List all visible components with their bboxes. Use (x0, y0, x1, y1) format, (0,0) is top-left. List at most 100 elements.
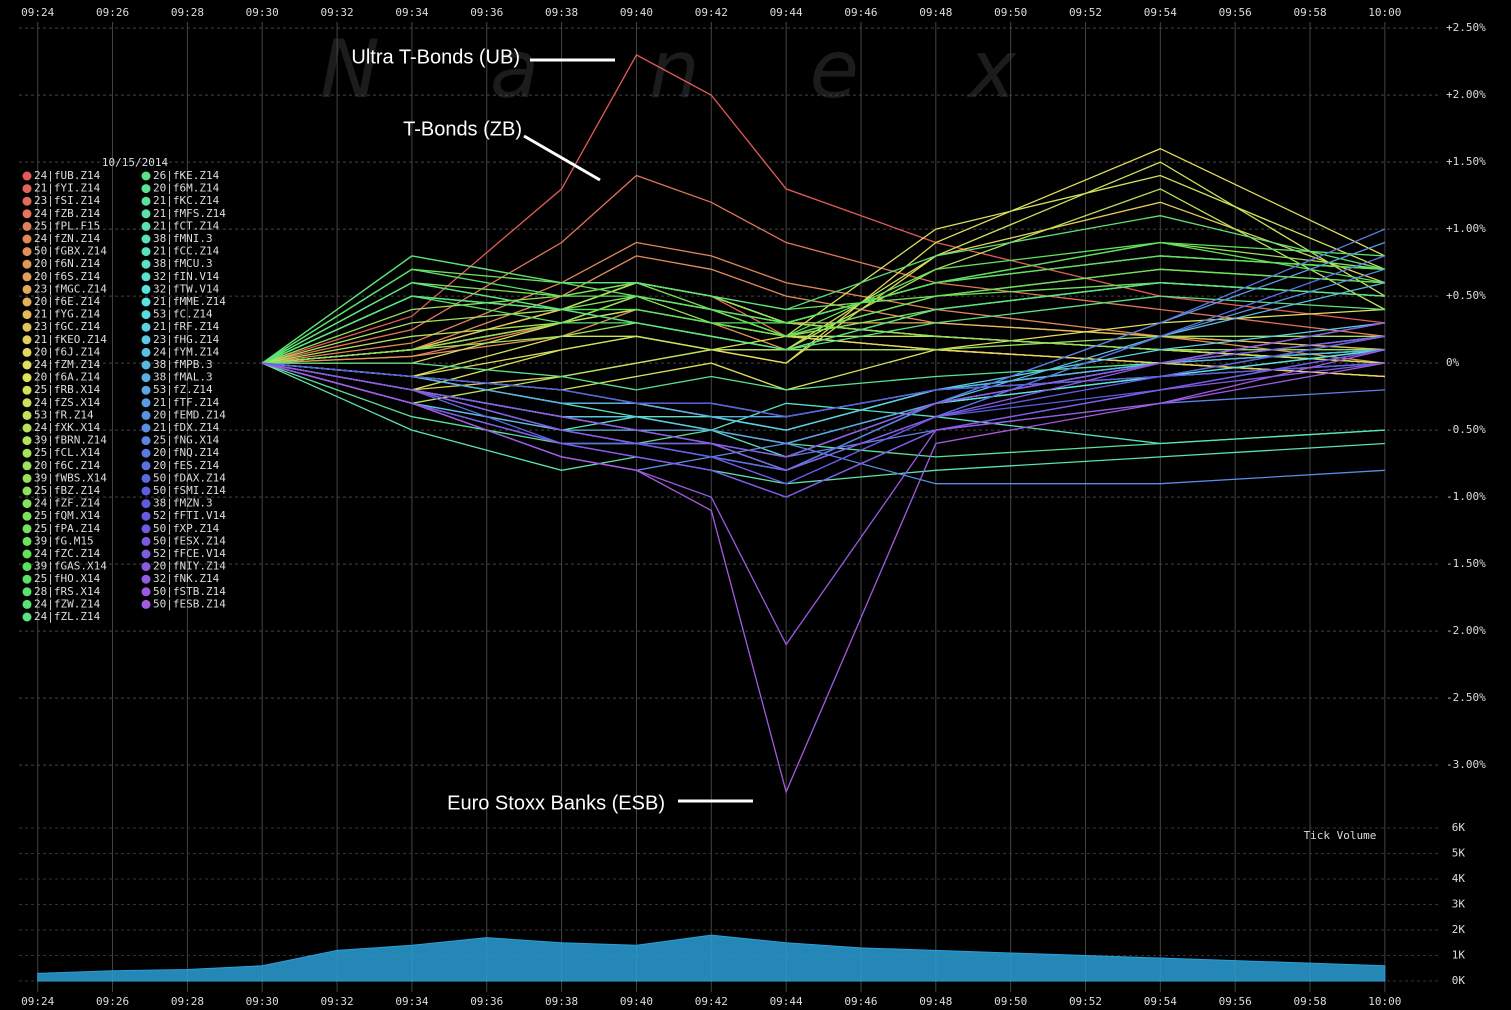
legend-label: 24|fZC.Z14 (34, 547, 101, 560)
legend-label: 24|fYM.Z14 (153, 345, 220, 358)
legend-label: 50|fGBX.Z14 (34, 245, 107, 258)
legend-label: 38|fMAL.3 (153, 371, 213, 384)
legend-label: 23|fHG.Z14 (153, 333, 220, 346)
legend-label: 39|fWBS.X14 (34, 471, 107, 484)
legend-label: 25|fPL.F15 (34, 219, 100, 232)
legend-swatch (141, 536, 151, 546)
legend-label: 21|fCT.Z14 (153, 219, 220, 232)
legend-swatch (141, 234, 151, 244)
legend-swatch (22, 284, 32, 294)
annotation: Ultra T-Bonds (UB) (351, 46, 520, 68)
x-tick-label-bottom: 09:46 (844, 995, 877, 1008)
legend-label: 53|fR.Z14 (34, 408, 94, 421)
legend-swatch (141, 461, 151, 471)
volume-tick-label: 3K (1452, 898, 1466, 911)
legend-swatch (141, 297, 151, 307)
legend-label: 20|f6N.Z14 (34, 257, 101, 270)
x-tick-label-top: 09:26 (96, 6, 129, 19)
x-tick-label-top: 09:50 (994, 6, 1027, 19)
x-tick-label-top: 09:44 (770, 6, 803, 19)
volume-label: Tick Volume (1304, 829, 1377, 842)
series-line (261, 282, 1385, 364)
legend-label: 25|fRB.X14 (34, 383, 101, 396)
legend-swatch (141, 347, 151, 357)
legend-label: 21|fYI.Z14 (34, 182, 101, 195)
legend-label: 50|fXP.Z14 (153, 522, 220, 535)
legend-label: 38|fMZN.3 (153, 497, 213, 510)
legend-swatch (141, 209, 151, 219)
legend-label: 50|fESB.Z14 (153, 597, 226, 610)
legend-label: 52|fFTI.V14 (153, 509, 226, 522)
x-tick-label-top: 09:58 (1293, 6, 1326, 19)
legend-swatch (22, 587, 32, 597)
legend-swatch (141, 322, 151, 332)
legend-label: 24|fUB.Z14 (34, 169, 101, 182)
legend-swatch (22, 234, 32, 244)
legend-swatch (141, 410, 151, 420)
y-tick-label: -2.00% (1446, 624, 1486, 637)
volume-tick-label: 0K (1452, 974, 1466, 987)
legend-label: 20|f6A.Z14 (34, 371, 101, 384)
x-tick-label-bottom: 09:58 (1293, 995, 1326, 1008)
legend-swatch (22, 436, 32, 446)
legend-swatch (141, 272, 151, 282)
x-tick-label-bottom: 09:44 (770, 995, 803, 1008)
legend-swatch (22, 536, 32, 546)
x-tick-label-bottom: 09:52 (1069, 995, 1102, 1008)
x-tick-label-bottom: 09:28 (171, 995, 204, 1008)
legend-label: 21|fMFS.Z14 (153, 207, 226, 220)
volume-tick-label: 4K (1452, 872, 1466, 885)
x-tick-label-bottom: 09:30 (246, 995, 279, 1008)
legend-swatch (141, 549, 151, 559)
series-line (261, 362, 1385, 485)
legend-label: 24|fZW.Z14 (34, 597, 101, 610)
series-line (261, 215, 1386, 364)
legend-label: 25|fCL.X14 (34, 446, 101, 459)
legend-label: 21|fKEO.Z14 (34, 333, 107, 346)
series-line (262, 362, 1385, 445)
legend-label: 24|fXK.X14 (34, 421, 101, 434)
legend-swatch (141, 385, 151, 395)
legend-label: 20|f6E.Z14 (34, 295, 101, 308)
legend-swatch (22, 196, 32, 206)
legend-label: 25|fPA.Z14 (34, 522, 101, 535)
legend-label: 24|fZB.Z14 (34, 207, 101, 220)
legend-swatch (141, 511, 151, 521)
annotation: T-Bonds (ZB) (403, 118, 522, 140)
x-tick-label-top: 09:34 (395, 6, 428, 19)
legend-swatch (22, 599, 32, 609)
legend-title: 10/15/2014 (102, 156, 169, 169)
volume-tick-label: 6K (1452, 821, 1466, 834)
series-line (262, 349, 1386, 794)
legend-swatch (22, 549, 32, 559)
legend-label: 24|fZN.Z14 (34, 232, 101, 245)
legend-label: 50|fSMI.Z14 (153, 484, 226, 497)
legend-label: 25|fBZ.Z14 (34, 484, 101, 497)
volume-tick-label: 5K (1452, 847, 1466, 860)
volume-tick-label: 1K (1452, 949, 1466, 962)
legend-label: 20|f6S.Z14 (34, 270, 101, 283)
legend-label: 53|fC.Z14 (153, 308, 213, 321)
x-tick-label-bottom: 09:32 (321, 995, 354, 1008)
legend-swatch (141, 184, 151, 194)
legend-swatch (22, 247, 32, 257)
x-tick-label-top: 09:48 (919, 6, 952, 19)
x-tick-label-top: 09:28 (171, 6, 204, 19)
x-tick-label-bottom: 09:40 (620, 995, 653, 1008)
series-line (262, 362, 1385, 498)
legend-swatch (22, 347, 32, 357)
legend-swatch (22, 473, 32, 483)
legend-label: 32|fIN.V14 (153, 270, 220, 283)
x-tick-label-top: 09:42 (695, 6, 728, 19)
legend-label: 23|fGC.Z14 (34, 320, 101, 333)
series-line (262, 322, 1385, 458)
legend-swatch (141, 423, 151, 433)
legend-label: 23|fMGC.Z14 (34, 282, 107, 295)
legend-swatch (22, 360, 32, 370)
legend-label: 32|fNK.Z14 (153, 572, 220, 585)
x-tick-label-bottom: 09:56 (1219, 995, 1252, 1008)
legend-swatch (22, 335, 32, 345)
legend-swatch (22, 259, 32, 269)
legend-swatch (141, 499, 151, 509)
